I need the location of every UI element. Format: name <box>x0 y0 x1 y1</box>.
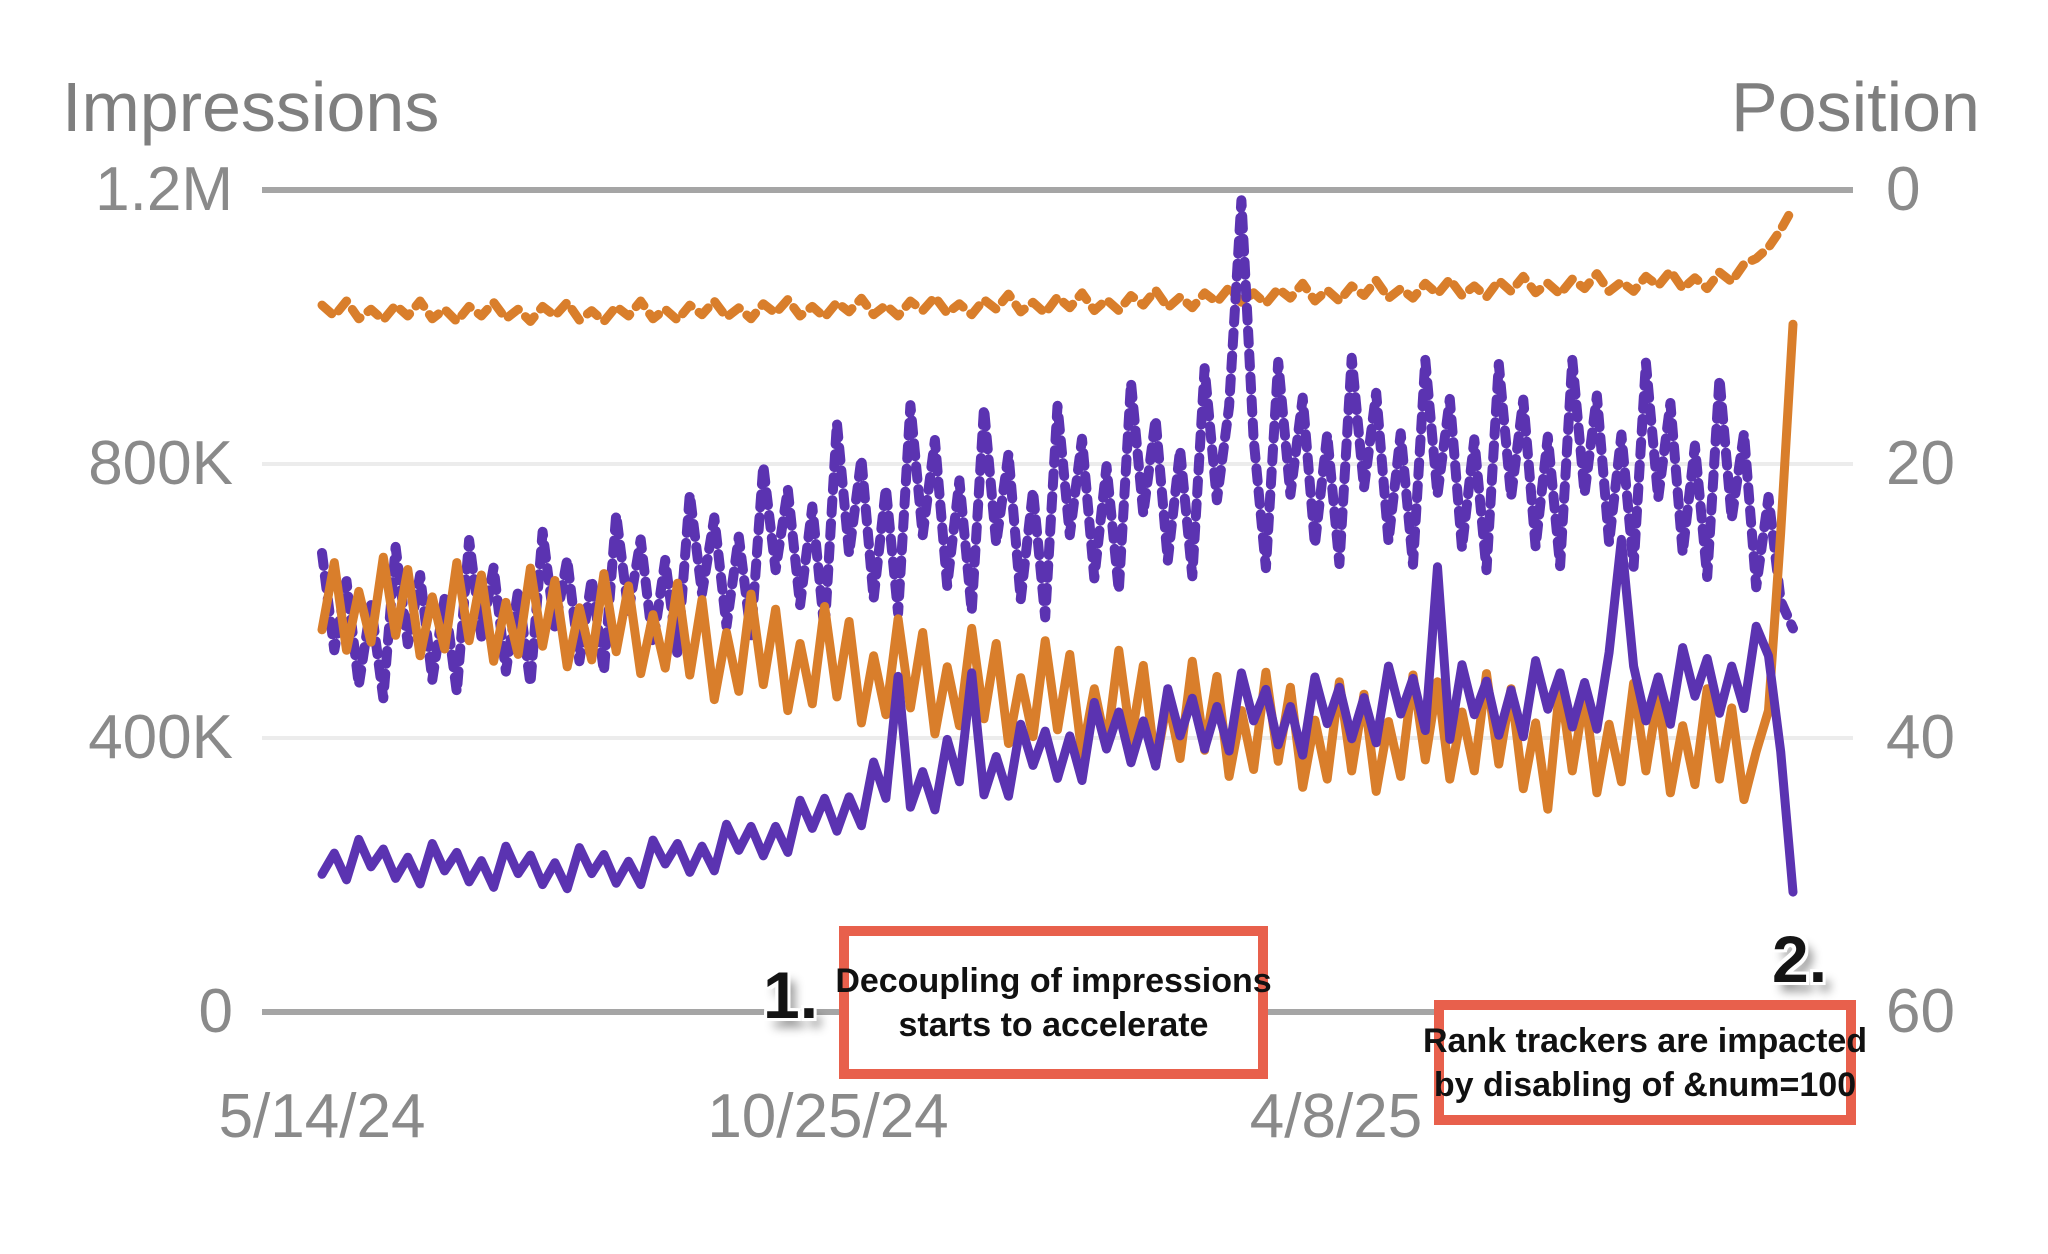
annotation-callout-decoupling-line2: starts to accelerate <box>898 1005 1209 1044</box>
series-position-dashed-line <box>317 203 1798 326</box>
series-position-solid-line <box>317 319 1798 814</box>
left-axis-tick-400k: 400K <box>88 703 233 772</box>
right-axis-tick-0: 0 <box>1886 155 1921 224</box>
x-axis-tick-start-date: 5/14/24 <box>218 1082 426 1151</box>
annotation-callout-decoupling: Decoupling of impressions starts to acce… <box>835 926 1272 1079</box>
annotation-marker-2: 2. <box>1772 922 1828 996</box>
right-axis-tick-60: 60 <box>1886 977 1955 1046</box>
annotation-marker-1: 1. <box>763 958 819 1032</box>
right-axis-title: Position <box>1730 68 1980 146</box>
left-axis-tick-1-2m: 1.2M <box>95 155 233 224</box>
annotation-callout-decoupling-line1: Decoupling of impressions <box>835 961 1272 1000</box>
x-axis-tick-mid-date: 10/25/24 <box>707 1082 949 1151</box>
left-axis-tick-0: 0 <box>198 977 233 1046</box>
right-axis-tick-40: 40 <box>1886 703 1955 772</box>
x-axis-tick-end-date: 4/8/25 <box>1249 1082 1423 1151</box>
annotation-callout-rank-trackers-line1: Rank trackers are impacted <box>1422 1021 1868 1060</box>
series-impressions-dashed-line <box>317 195 1798 704</box>
annotation-callout-rank-trackers: Rank trackers are impacted by disabling … <box>1423 1000 1867 1125</box>
series-impressions-solid-line <box>317 534 1798 897</box>
annotation-callout-rank-trackers-line2: by disabling of &num=100 <box>1433 1065 1857 1104</box>
left-axis-tick-800k: 800K <box>88 429 233 498</box>
right-axis-tick-20: 20 <box>1886 429 1955 498</box>
left-axis-title: Impressions <box>62 68 440 146</box>
